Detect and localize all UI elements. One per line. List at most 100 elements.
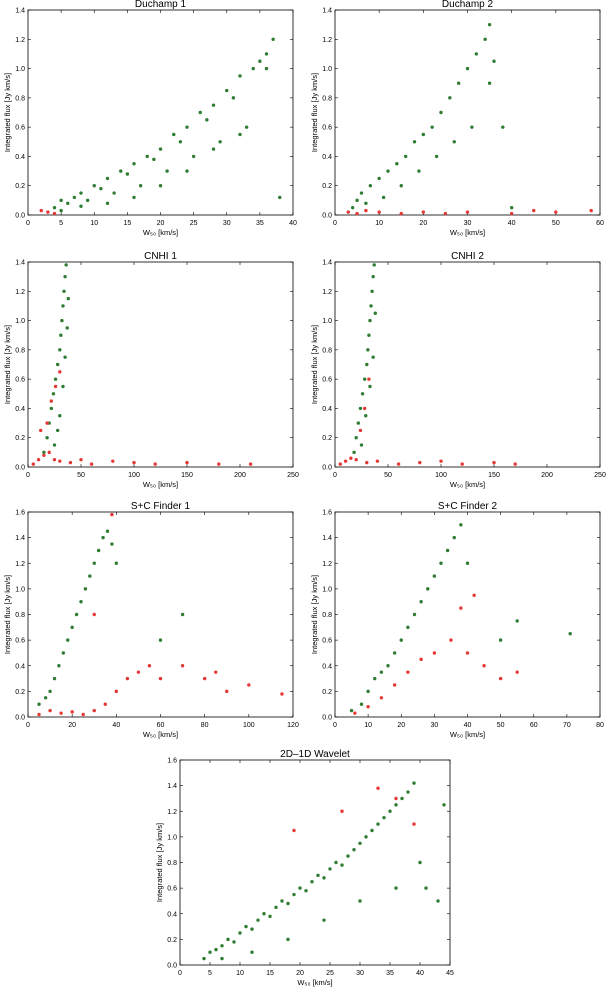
data-point <box>459 523 463 527</box>
data-point <box>346 854 350 858</box>
data-point <box>59 711 63 715</box>
chart-title: Duchamp 2 <box>442 0 494 10</box>
data-point <box>379 670 384 674</box>
x-tick-label: 5 <box>208 970 212 977</box>
data-point <box>399 211 403 216</box>
data-point <box>412 140 417 144</box>
x-tick-label: 25 <box>326 970 334 977</box>
data-point <box>138 184 143 188</box>
data-point <box>421 132 426 137</box>
data-point <box>49 399 54 403</box>
data-point <box>515 670 519 674</box>
chart-title: S+C Finder 2 <box>438 501 498 512</box>
data-point <box>513 462 517 466</box>
plot-frame <box>27 261 294 468</box>
data-point <box>316 873 320 878</box>
data-point <box>501 125 505 129</box>
plot-frame <box>27 511 294 718</box>
x-tick-label: 200 <box>234 472 246 479</box>
y-axis-label: Integrated flux [Jy km/s] <box>155 823 164 902</box>
data-point <box>58 414 62 418</box>
data-point <box>376 786 380 790</box>
x-tick-label: 35 <box>386 970 394 977</box>
y-tick-label: 1.0 <box>167 834 177 841</box>
data-point <box>498 638 503 642</box>
data-point <box>89 462 94 466</box>
data-point <box>355 211 359 216</box>
data-point <box>214 670 218 674</box>
data-point <box>132 195 136 200</box>
data-point <box>376 822 380 826</box>
data-point <box>465 210 470 214</box>
y-axis-label: Integrated flux [Jy km/s] <box>310 575 319 654</box>
data-point <box>352 847 356 852</box>
data-point <box>366 705 370 709</box>
data-point <box>205 118 209 122</box>
x-axis-label: W₅₀ [km/s] <box>297 978 332 987</box>
data-point <box>470 125 474 129</box>
data-point <box>244 125 249 129</box>
data-point <box>172 132 176 137</box>
chart-title: 2D–1D Wavelet <box>280 749 350 760</box>
data-point <box>369 304 373 308</box>
x-tick-label: 35 <box>256 220 264 227</box>
data-point <box>349 456 353 460</box>
x-tick-label: 0 <box>178 970 182 977</box>
data-point <box>340 809 344 813</box>
data-point <box>62 289 66 293</box>
data-point <box>358 428 363 433</box>
data-point <box>70 625 74 630</box>
data-point <box>498 676 503 681</box>
data-point <box>392 651 397 655</box>
data-point <box>79 204 83 208</box>
x-tick-label: 60 <box>530 722 538 729</box>
x-tick-label: 25 <box>190 220 198 227</box>
data-point <box>132 460 136 465</box>
data-point <box>292 892 296 897</box>
data-point <box>225 88 229 93</box>
data-point <box>394 886 398 890</box>
data-point <box>36 457 41 462</box>
data-point <box>365 362 369 367</box>
data-point <box>355 198 359 203</box>
data-point <box>367 377 371 381</box>
x-tick-label: 30 <box>356 970 364 977</box>
data-point <box>456 81 461 85</box>
y-tick-label: 1.2 <box>15 37 25 44</box>
y-tick-label: 1.0 <box>15 318 25 325</box>
chart-panel: CNHI 1 0 50 100 150 200 250 0.0 0.2 0.4 0.6 0.8 1.0 1… <box>3 251 299 489</box>
plot-frame <box>179 759 451 966</box>
data-point <box>368 318 372 323</box>
plot-frame <box>334 511 601 718</box>
data-point <box>39 428 43 433</box>
x-tick-label: 120 <box>287 722 299 729</box>
data-point <box>264 66 269 71</box>
data-point <box>231 96 236 100</box>
data-point <box>55 362 60 367</box>
data-point <box>366 689 370 694</box>
x-tick-label: 20 <box>397 722 405 729</box>
y-tick-label: 0.4 <box>322 154 332 161</box>
data-point <box>356 421 361 425</box>
data-point <box>286 901 290 906</box>
data-point <box>338 462 342 466</box>
data-point <box>364 835 368 839</box>
y-tick-label: 1.2 <box>15 289 25 296</box>
y-tick-label: 1.2 <box>15 561 25 568</box>
data-point <box>354 436 358 440</box>
y-tick-label: 0.4 <box>15 154 25 161</box>
data-point <box>59 208 63 213</box>
data-point <box>439 561 443 565</box>
data-point <box>395 162 399 166</box>
data-point <box>72 195 77 200</box>
x-tick-label: 10 <box>90 220 98 227</box>
data-point <box>42 453 46 457</box>
plot-frame <box>334 9 601 216</box>
y-tick-label: 0.0 <box>15 465 25 472</box>
data-point <box>334 860 338 865</box>
data-point <box>132 162 136 166</box>
data-point <box>52 676 57 681</box>
data-point <box>358 899 362 903</box>
data-point <box>202 956 206 961</box>
data-point <box>419 599 423 604</box>
